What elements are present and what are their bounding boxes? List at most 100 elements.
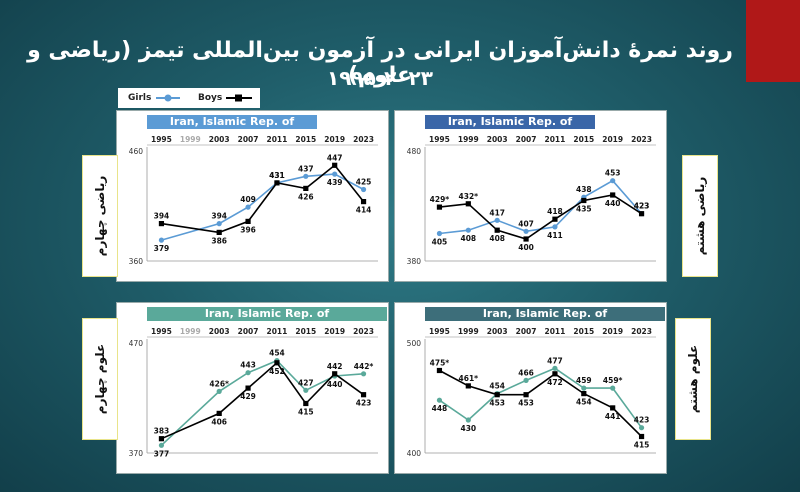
boys-data-point xyxy=(158,436,165,442)
y-tick-label: 400 xyxy=(407,449,422,458)
data-label: 440 xyxy=(605,199,621,208)
data-label: 432* xyxy=(459,192,479,201)
boys-data-point xyxy=(610,192,616,198)
boys-data-point xyxy=(360,199,367,205)
data-label: 442 xyxy=(327,362,343,371)
data-label: 459* xyxy=(603,376,623,385)
girls-data-point xyxy=(523,377,529,383)
data-label: 461* xyxy=(459,374,479,383)
data-label: 429 xyxy=(240,392,256,401)
data-label: 453 xyxy=(518,399,534,408)
data-label: 431 xyxy=(269,171,285,180)
data-label: 423 xyxy=(634,202,650,211)
year-label: 2023 xyxy=(353,135,374,144)
boys-data-point xyxy=(436,367,443,374)
data-label: 447 xyxy=(327,153,343,162)
data-label: 400 xyxy=(518,243,534,252)
data-label: 427 xyxy=(298,378,314,387)
boys-data-point xyxy=(303,185,309,191)
boys-data-point xyxy=(216,410,222,416)
math-grade4-chart: 1995 1999 2003 2007 2011 2015 2019 2023 360 460 37… xyxy=(116,110,389,282)
data-label: 423 xyxy=(634,416,650,425)
girls-data-point xyxy=(610,385,616,391)
data-label: 383 xyxy=(154,427,170,436)
data-label: 438 xyxy=(576,185,592,194)
boys-data-point xyxy=(274,360,280,366)
year-label: 2003 xyxy=(209,327,230,336)
year-label: 2011 xyxy=(267,327,288,336)
data-label: 407 xyxy=(518,219,534,228)
girls-data-point xyxy=(494,217,500,223)
year-label: 1995 xyxy=(429,327,450,336)
girls-data-point xyxy=(332,171,338,177)
data-label: 425 xyxy=(356,178,372,187)
data-label: 379 xyxy=(154,244,170,253)
boys-data-point xyxy=(158,221,165,227)
accent-block xyxy=(746,0,800,82)
year-label: 2011 xyxy=(545,135,566,144)
data-label: 435 xyxy=(576,205,592,214)
year-label: 2023 xyxy=(631,135,652,144)
year-label: 2011 xyxy=(267,135,288,144)
math-grade8-chart: 1995 1999 2003 2007 2011 2015 2019 2023 380 480 40… xyxy=(394,110,667,282)
chart-header: Iran, Islamic Rep. of xyxy=(425,115,595,129)
data-label: 453 xyxy=(605,169,621,178)
year-label: 2015 xyxy=(295,327,316,336)
data-label: 443 xyxy=(240,361,256,370)
data-label: 426 xyxy=(298,192,314,201)
plot-svg: 1995 1999 2003 2007 2011 2015 2019 2023 360 460 37… xyxy=(129,135,378,266)
data-label: 418 xyxy=(547,207,563,216)
data-label: 417 xyxy=(489,208,505,217)
data-label: 415 xyxy=(298,408,314,417)
girls-data-point xyxy=(158,237,165,243)
data-label: 437 xyxy=(298,164,314,173)
data-label: 411 xyxy=(547,231,563,240)
year-label: 2007 xyxy=(516,135,537,144)
year-label: 2023 xyxy=(631,327,652,336)
year-label: 1995 xyxy=(429,135,450,144)
slide-subtitle: ۱۹۹۵-۲۰۲۳ xyxy=(327,66,433,90)
boys-data-point xyxy=(245,385,251,391)
year-label: 2015 xyxy=(573,327,594,336)
year-label: 1995 xyxy=(151,135,172,144)
data-label: 441 xyxy=(605,412,621,421)
year-label: 2015 xyxy=(295,135,316,144)
year-label: 2023 xyxy=(353,327,374,336)
data-label: 406 xyxy=(211,417,227,426)
chart-header: Iran, Islamic Rep. of xyxy=(147,307,387,321)
boys-data-point xyxy=(638,433,645,440)
boys-data-point xyxy=(360,392,367,398)
year-label: 2019 xyxy=(324,135,345,144)
math-grade8-label: ریاضی هشتم xyxy=(682,155,718,277)
year-label: 2003 xyxy=(209,135,230,144)
data-label: 439 xyxy=(327,178,343,187)
boys-data-point xyxy=(465,383,471,389)
year-label: 2015 xyxy=(573,135,594,144)
year-label: 1999 xyxy=(458,135,479,144)
slide-title: روند نمرۀ دانش‌آموزان ایرانی در آزمون بی… xyxy=(27,38,733,88)
science-grade4-chart: 1995 1999 2003 2007 2011 2015 2019 2023 370 470 37… xyxy=(116,302,389,474)
boys-data-point xyxy=(610,405,616,411)
y-tick-label: 380 xyxy=(407,257,422,266)
girls-data-point xyxy=(523,228,529,234)
science-grade8-label: علوم هشتم xyxy=(675,318,711,440)
data-label: 423 xyxy=(634,202,650,211)
boys-data-point xyxy=(638,211,645,217)
data-label: 408 xyxy=(460,234,476,243)
year-label: 2019 xyxy=(602,327,623,336)
boys-data-point xyxy=(465,201,471,207)
boys-data-point xyxy=(274,180,280,186)
data-label: 414 xyxy=(356,206,372,215)
data-label: 431 xyxy=(269,171,285,180)
legend-boys-label: Boys xyxy=(198,93,223,103)
data-label: 409 xyxy=(240,195,256,204)
data-label: 394 xyxy=(154,212,170,221)
data-label: 466 xyxy=(518,368,534,377)
boys-series-line xyxy=(439,194,642,240)
year-label: 2003 xyxy=(487,327,508,336)
girls-data-point xyxy=(465,227,471,233)
data-label: 394 xyxy=(211,212,227,221)
boys-data-point xyxy=(552,371,558,377)
girls-data-point xyxy=(465,417,471,423)
boys-data-point xyxy=(332,162,338,168)
